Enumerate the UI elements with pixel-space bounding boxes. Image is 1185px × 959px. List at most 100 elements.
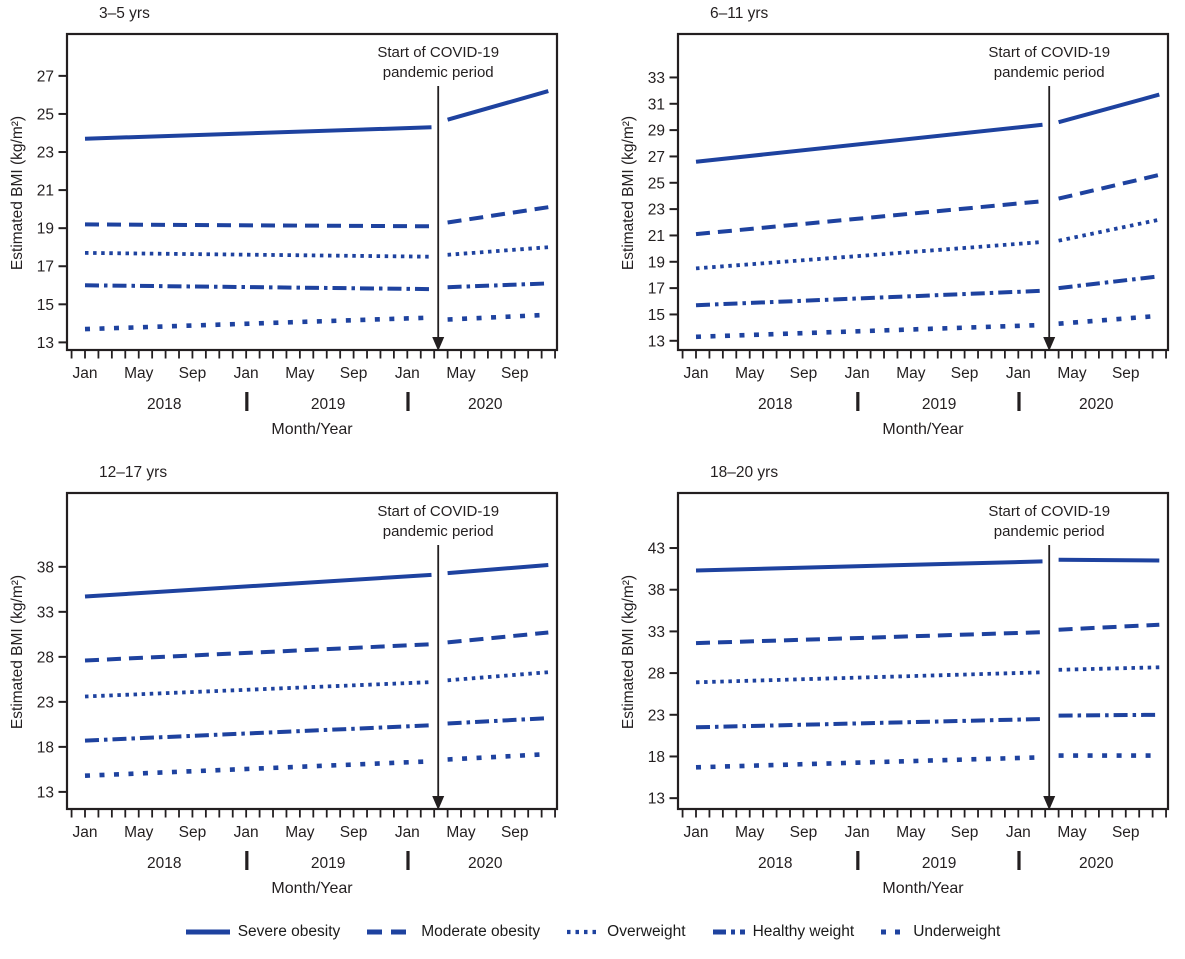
year-label: 2020 <box>468 855 503 872</box>
y-tick-label: 29 <box>648 123 665 140</box>
month-tick-label: Jan <box>395 824 420 841</box>
plot-frame <box>676 491 1170 811</box>
y-tick-label: 23 <box>37 694 54 711</box>
legend-label: Severe obesity <box>237 923 341 940</box>
series-overweight-pre <box>84 680 432 699</box>
series-severe-obesity-post <box>447 89 549 122</box>
series-underweight-post <box>447 312 549 322</box>
y-tick-label: 18 <box>648 749 665 766</box>
covid-annotation-line: pandemic period <box>994 64 1105 81</box>
y-tick-label: 23 <box>648 202 665 219</box>
underweight-line-sample-icon <box>881 929 906 935</box>
month-tick-label: Jan <box>1006 365 1031 382</box>
month-tick-label: May <box>446 824 476 841</box>
series-healthy-weight <box>84 716 549 743</box>
x-axis: Jan May Sep Jan May Sep Jan May Sep 2018 2019 2020 M… <box>681 809 1167 897</box>
y-tick-label: 18 <box>37 739 54 756</box>
series-severe-obesity <box>84 89 549 141</box>
pandemic-start-marker: Start of COVID-19 pandemic period <box>377 44 499 351</box>
legend-item-underweight: Underweight <box>880 923 1000 941</box>
covid-annotation-line: pandemic period <box>383 64 494 81</box>
series-severe-obesity-post <box>1058 557 1160 563</box>
series-overweight-post <box>447 245 549 257</box>
series-underweight-pre <box>84 759 432 778</box>
pandemic-start-marker: Start of COVID-19 pandemic period <box>988 44 1110 351</box>
month-tick-label: Jan <box>234 824 259 841</box>
month-tick-label: Jan <box>73 824 98 841</box>
y-axis-label: Estimated BMI (kg/m²) <box>620 575 637 729</box>
series-moderate-obesity-pre <box>695 199 1043 237</box>
series-healthy-weight-pre <box>695 288 1043 308</box>
legend-item-severe-obesity: Severe obesity <box>185 923 341 941</box>
legend-item-overweight: Overweight <box>566 923 686 941</box>
month-tick-label: Jan <box>234 365 259 382</box>
covid-annotation-line: Start of COVID-19 <box>988 503 1110 520</box>
severe-obesity-line-sample-icon <box>185 929 230 935</box>
series-underweight <box>84 751 549 778</box>
y-tick-label: 23 <box>648 707 665 724</box>
series-underweight <box>84 312 549 332</box>
panel-title: 6–11 yrs <box>710 5 769 22</box>
series-overweight-post <box>447 670 549 683</box>
y-tick-label: 25 <box>648 175 665 192</box>
series-underweight-pre <box>84 315 432 332</box>
plot-frame <box>676 32 1170 352</box>
year-label: 2019 <box>922 855 956 872</box>
series-moderate-obesity-pre <box>84 642 432 663</box>
series-severe-obesity-post <box>447 563 549 576</box>
y-tick-label: 31 <box>648 96 665 113</box>
series-overweight-post <box>1058 665 1160 672</box>
bmi-panel-18-20-yrs: 18–20 yrs 13 18 23 28 33 38 43 Estimated BMI (kg… <box>620 464 1170 897</box>
legend-item-moderate-obesity: Moderate obesity <box>366 923 540 941</box>
down-arrow-icon <box>432 796 445 810</box>
month-tick-label: May <box>285 824 315 841</box>
month-tick-label: Sep <box>790 365 818 382</box>
y-tick-label: 17 <box>37 259 54 276</box>
y-tick-label: 15 <box>648 307 665 324</box>
year-label: 2018 <box>758 396 792 413</box>
month-tick-label: Sep <box>340 365 368 382</box>
y-tick-label: 21 <box>37 183 54 200</box>
series-moderate-obesity-post <box>1058 172 1160 201</box>
series-healthy-weight-pre <box>695 717 1043 730</box>
y-tick-label: 38 <box>648 582 665 599</box>
covid-annotation-line: Start of COVID-19 <box>377 503 499 520</box>
healthy-weight-line-sample-icon <box>712 929 745 935</box>
series-severe-obesity-post <box>1058 92 1160 125</box>
y-tick-label: 33 <box>648 624 665 641</box>
series-severe-obesity <box>695 557 1160 573</box>
y-tick-label: 25 <box>37 106 54 123</box>
month-tick-label: Jan <box>395 365 420 382</box>
month-tick-label: May <box>124 824 154 841</box>
series-healthy-weight-post <box>447 281 549 290</box>
month-tick-label: Jan <box>73 365 98 382</box>
series-healthy-weight-post <box>1058 712 1160 718</box>
series-severe-obesity-pre <box>695 559 1043 573</box>
y-tick-label: 38 <box>37 559 54 576</box>
month-tick-label: May <box>1057 824 1087 841</box>
year-label: 2018 <box>758 855 792 872</box>
year-label: 2020 <box>1079 396 1114 413</box>
series-healthy-weight <box>695 712 1160 730</box>
year-label: 2020 <box>1079 855 1114 872</box>
year-label: 2019 <box>311 855 345 872</box>
x-axis-label: Month/Year <box>271 880 353 897</box>
series-overweight <box>84 245 549 259</box>
plot-frame <box>65 491 559 811</box>
month-tick-label: Jan <box>1006 824 1031 841</box>
series-overweight <box>695 217 1160 271</box>
legend-label: Underweight <box>913 923 1001 940</box>
month-tick-label: Jan <box>684 824 709 841</box>
month-tick-label: Sep <box>951 824 979 841</box>
y-tick-label: 33 <box>37 604 54 621</box>
series-moderate-obesity-post <box>1058 622 1160 632</box>
series-moderate-obesity-post <box>447 630 549 645</box>
down-arrow-icon <box>432 337 445 351</box>
overweight-line-sample-icon <box>567 929 600 935</box>
month-tick-label: May <box>124 365 154 382</box>
y-tick-label: 27 <box>37 68 54 85</box>
y-tick-label: 13 <box>648 333 665 350</box>
y-tick-label: 28 <box>37 649 54 666</box>
series-moderate-obesity-pre <box>84 222 432 229</box>
